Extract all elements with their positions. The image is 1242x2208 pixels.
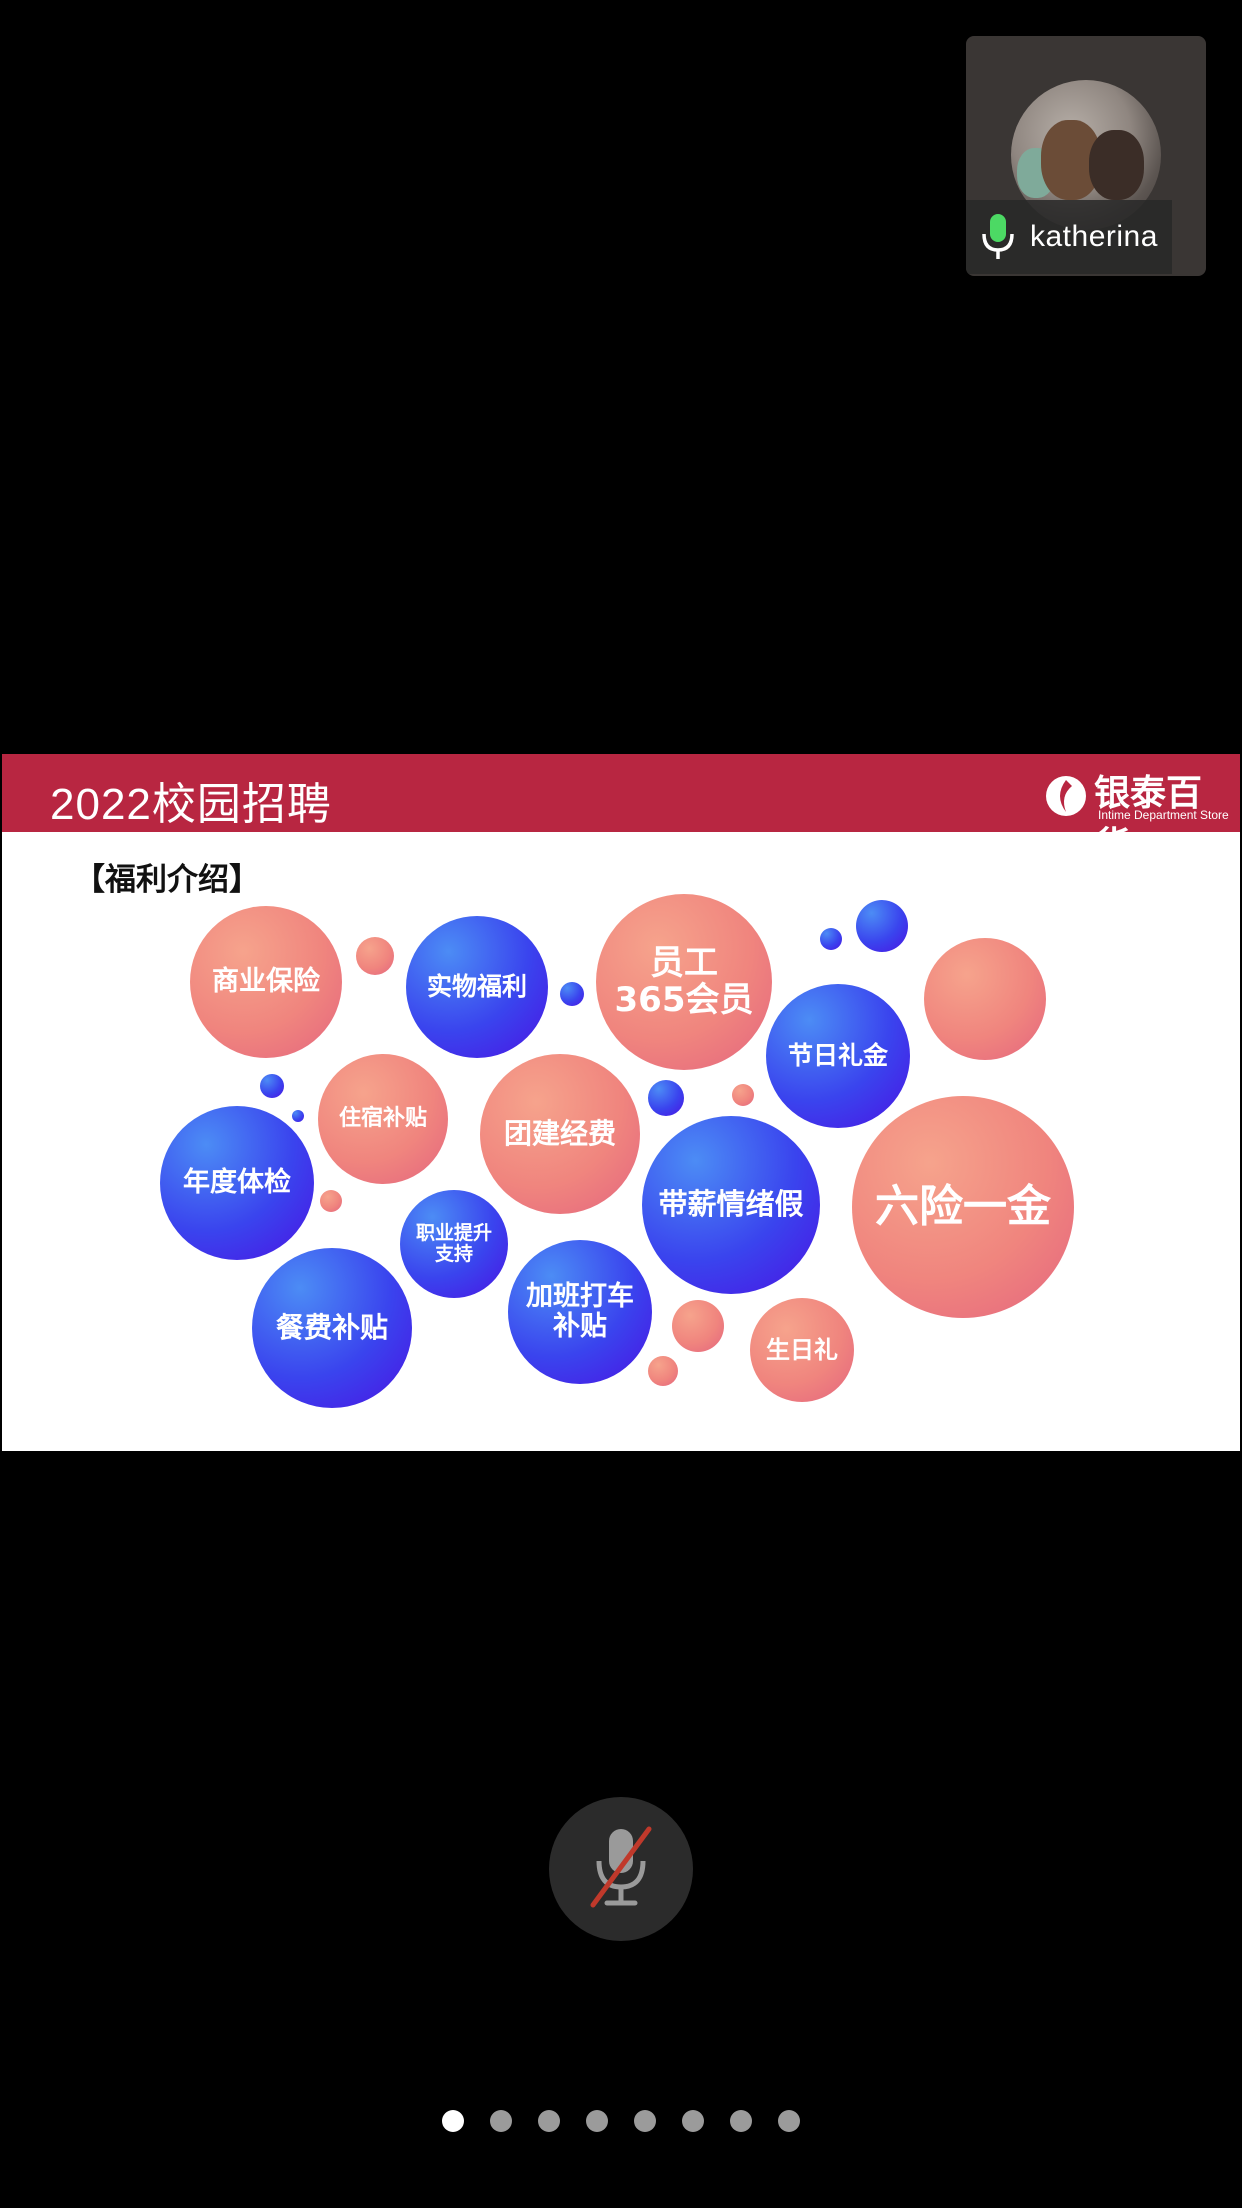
benefit-bubble: 员工 365会员 — [596, 894, 772, 1070]
benefit-label: 加班打车 补贴 — [526, 1281, 634, 1342]
benefit-label: 职业提升 支持 — [415, 1222, 492, 1265]
slide-title: 2022校园招聘 — [50, 780, 332, 829]
microphone-active-icon — [980, 212, 1016, 262]
benefit-label: 团建经费 — [503, 1116, 616, 1150]
section-heading: 【福利介绍】 — [74, 862, 260, 898]
benefit-label: 年度体检 — [183, 1167, 291, 1199]
page-dot[interactable] — [730, 2110, 752, 2132]
logo-text: 银泰百货 — [1094, 772, 1203, 866]
brand-logo-icon — [1046, 776, 1086, 816]
benefit-label: 节日礼金 — [787, 1041, 888, 1071]
benefit-label: 住宿补贴 — [338, 1105, 427, 1131]
participant-tile[interactable]: katherina — [966, 36, 1206, 276]
benefit-label: 六险一金 — [875, 1180, 1051, 1232]
page-dot[interactable] — [634, 2110, 656, 2132]
benefit-label: 带薪情绪假 — [658, 1187, 804, 1222]
participant-name-bar: katherina — [966, 200, 1172, 274]
decor-dot — [648, 1080, 684, 1116]
benefit-bubble: 住宿补贴 — [318, 1054, 448, 1184]
benefit-bubble: 年度体检 — [160, 1106, 314, 1260]
benefit-bubble: 带薪情绪假 — [642, 1116, 820, 1294]
slide-header: 2022校园招聘 银泰百货 Intime Department Store — [2, 754, 1240, 866]
decor-dot — [672, 1300, 724, 1352]
logo-subtext: Intime Department Store — [1098, 808, 1229, 822]
decor-dot — [356, 937, 394, 975]
decor-dot — [260, 1074, 284, 1098]
decor-dot — [732, 1084, 754, 1106]
shared-slide: 2022校园招聘 银泰百货 Intime Department Store 【福… — [2, 754, 1240, 1451]
benefit-label: 商业保险 — [212, 966, 320, 998]
page-dot[interactable] — [490, 2110, 512, 2132]
microphone-muted-icon — [585, 1825, 657, 1913]
decor-dot — [648, 1356, 678, 1386]
benefit-bubble: 商业保险 — [190, 906, 342, 1058]
benefit-label: 生日礼 — [766, 1335, 838, 1364]
benefit-bubble: 餐费补贴 — [252, 1248, 412, 1408]
brand-logo: 银泰百货 Intime Department Store — [1042, 764, 1232, 866]
benefit-bubble: 团建经费 — [480, 1054, 640, 1214]
benefit-bubble: 六险一金 — [852, 1096, 1074, 1318]
page-dot[interactable] — [538, 2110, 560, 2132]
benefit-bubble: 节日礼金 — [766, 984, 910, 1128]
benefit-bubble: 职业提升 支持 — [400, 1190, 508, 1298]
benefit-label: 实物福利 — [426, 972, 527, 1002]
decor-bubble — [924, 938, 1046, 1060]
benefit-bubble: 生日礼 — [750, 1298, 854, 1402]
decor-dot — [856, 900, 908, 952]
decor-dot — [560, 982, 584, 1006]
benefit-bubble: 实物福利 — [406, 916, 548, 1058]
decor-dot — [820, 928, 842, 950]
benefit-bubble: 加班打车 补贴 — [508, 1240, 652, 1384]
page-dot[interactable] — [778, 2110, 800, 2132]
page-dot[interactable] — [442, 2110, 464, 2132]
participant-name: katherina — [1030, 220, 1158, 253]
page-indicator — [442, 2110, 800, 2132]
page-dot[interactable] — [586, 2110, 608, 2132]
decor-dot — [292, 1110, 304, 1122]
benefit-label: 员工 365会员 — [614, 942, 754, 1020]
decor-dot — [320, 1190, 342, 1212]
mute-toggle-button[interactable] — [549, 1797, 693, 1941]
page-dot[interactable] — [682, 2110, 704, 2132]
benefit-label: 餐费补贴 — [275, 1310, 388, 1344]
